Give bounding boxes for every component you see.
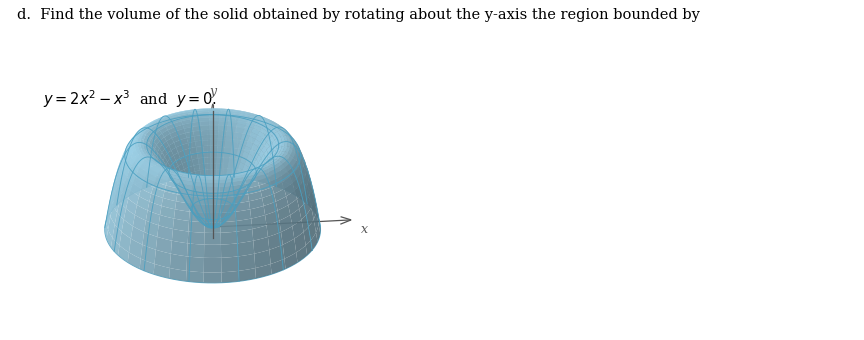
Text: $y = 2x^2 - x^3$  and  $y = 0.$: $y = 2x^2 - x^3$ and $y = 0.$ <box>42 89 217 111</box>
Text: d.  Find the volume of the solid obtained by rotating about the y-axis the regio: d. Find the volume of the solid obtained… <box>17 7 700 22</box>
